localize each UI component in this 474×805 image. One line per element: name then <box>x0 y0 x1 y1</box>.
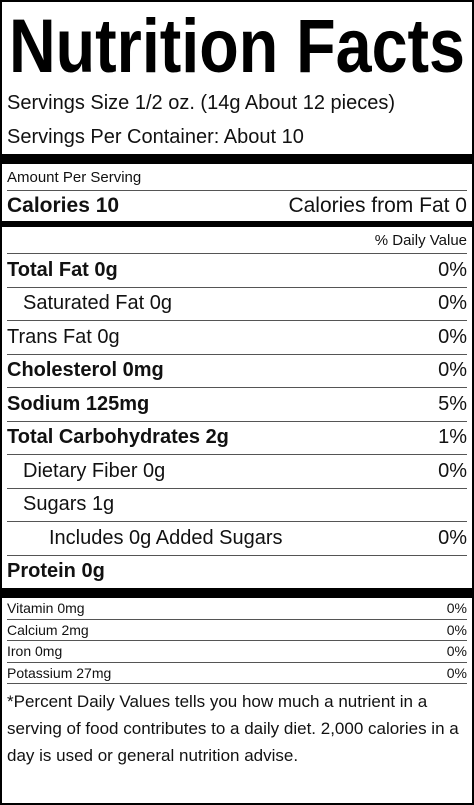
daily-value: 5% <box>438 392 467 415</box>
nutrient-row: Dietary Fiber 0g 0% <box>7 455 467 489</box>
nutrient-row: Sodium 125mg 5% <box>7 388 467 422</box>
daily-value: 0% <box>438 258 467 281</box>
nutrient-name: Dietary Fiber <box>23 459 138 482</box>
nutrient: Sodium 125mg <box>7 393 149 416</box>
daily-value: 0% <box>446 600 467 617</box>
title: Nutrition Facts <box>9 4 465 86</box>
serving-size: Servings Size 1/2 oz. (14g About 12 piec… <box>7 92 396 114</box>
vitamin-list: Vitamin 0mg 0% Calcium 2mg 0% Iron 0mg 0% Pota… <box>7 598 467 684</box>
nutrient-row: Total Carbohydrates 2g 1% <box>7 422 467 455</box>
vitamin-row: Iron 0mg 0% <box>7 641 467 663</box>
nutrient-list: Total Fat 0g 0% Saturated Fat 0g 0% Trans Fa… <box>7 254 467 588</box>
dv-header-row: % Daily Value <box>7 227 467 254</box>
title-box: Nutrition Facts <box>9 4 465 86</box>
daily-value: 0% <box>446 664 467 681</box>
nutrient: Saturated Fat 0g <box>7 292 172 315</box>
nutrient-name: Sugars <box>23 493 87 516</box>
vitamin-row: Vitamin 0mg 0% <box>7 598 467 620</box>
divider <box>2 221 472 227</box>
nutrient: Total Fat 0g <box>7 259 118 282</box>
amount-row: Amount Per Serving <box>7 164 467 191</box>
calories-row: Calories 10 Calories from Fat 0 <box>7 191 467 221</box>
amount-per-serving: Amount Per Serving <box>7 168 142 186</box>
daily-value: 0% <box>446 621 467 638</box>
nutrient: Total Carbohydrates 2g <box>7 426 229 449</box>
nutrient-row: Trans Fat 0g 0% <box>7 321 467 355</box>
nutrient-row: Sugars 1g <box>7 489 467 522</box>
nutrient-amount: 0g <box>94 258 118 281</box>
nutrient: Trans Fat 0g <box>7 326 120 349</box>
nutrient: Protein 0g <box>7 560 105 583</box>
nutrient-name: Protein <box>7 560 76 583</box>
daily-value: 0% <box>438 526 467 549</box>
nutrient-row: Protein 0g <box>7 556 467 589</box>
nutrient-name: Trans Fat <box>7 325 92 348</box>
divider <box>2 588 472 598</box>
nutrient-amount: 0g <box>81 560 105 583</box>
vitamin-name: Vitamin 0mg <box>7 600 85 617</box>
nutrient-name: Sodium <box>7 392 81 415</box>
daily-value: 0% <box>446 643 467 660</box>
footnote: *Percent Daily Values tells you how much… <box>7 692 459 765</box>
nutrient-amount: 1g <box>91 493 115 516</box>
daily-value: 0% <box>438 325 467 348</box>
nutrient-name: Saturated Fat <box>23 292 145 315</box>
vitamin-row: Potassium 27mg 0% <box>7 663 467 684</box>
nutrient-name: Includes 0g Added Sugars <box>49 526 283 549</box>
calories: Calories 10 <box>7 194 119 218</box>
nutrient-amount: 0mg <box>122 359 164 382</box>
nutrient: Cholesterol 0mg <box>7 359 164 382</box>
servings-per-container: Servings Per Container: About 10 <box>7 126 304 148</box>
nutrient: Dietary Fiber 0g <box>7 460 165 483</box>
vitamin-name: Calcium 2mg <box>7 621 89 638</box>
daily-value: 0% <box>438 459 467 482</box>
nutrient-row: Includes 0g Added Sugars 0% <box>7 522 467 556</box>
nutrient-amount: 0g <box>143 459 166 482</box>
daily-value: 1% <box>438 426 467 449</box>
nutrient-amount: 125mg <box>85 392 150 415</box>
calories-label: Calories <box>7 194 90 217</box>
nutrient-amount: 0g <box>149 292 172 315</box>
divider <box>2 154 472 164</box>
nutrient: Includes 0g Added Sugars <box>7 527 283 550</box>
vitamin-row: Calcium 2mg 0% <box>7 620 467 641</box>
nutrient: Sugars 1g <box>7 493 114 516</box>
nutrient-name: Cholesterol <box>7 359 118 382</box>
daily-value: 0% <box>438 292 467 315</box>
nutrient-name: Total Fat <box>7 258 89 281</box>
nutrient-amount: 2g <box>205 426 229 449</box>
calories-value: 10 <box>95 194 120 217</box>
daily-value: 0% <box>438 359 467 382</box>
nutrient-amount: 0g <box>97 325 120 348</box>
nutrient-row: Cholesterol 0mg 0% <box>7 355 467 388</box>
nutrient-row: Saturated Fat 0g 0% <box>7 288 467 321</box>
nutrient-row: Total Fat 0g 0% <box>7 254 467 288</box>
nutrient-name: Total Carbohydrates <box>7 426 200 449</box>
dv-header: % Daily Value <box>374 231 467 249</box>
vitamin-name: Iron 0mg <box>7 643 63 660</box>
vitamin-name: Potassium 27mg <box>7 664 112 681</box>
calories-from-fat: Calories from Fat 0 <box>288 194 467 217</box>
